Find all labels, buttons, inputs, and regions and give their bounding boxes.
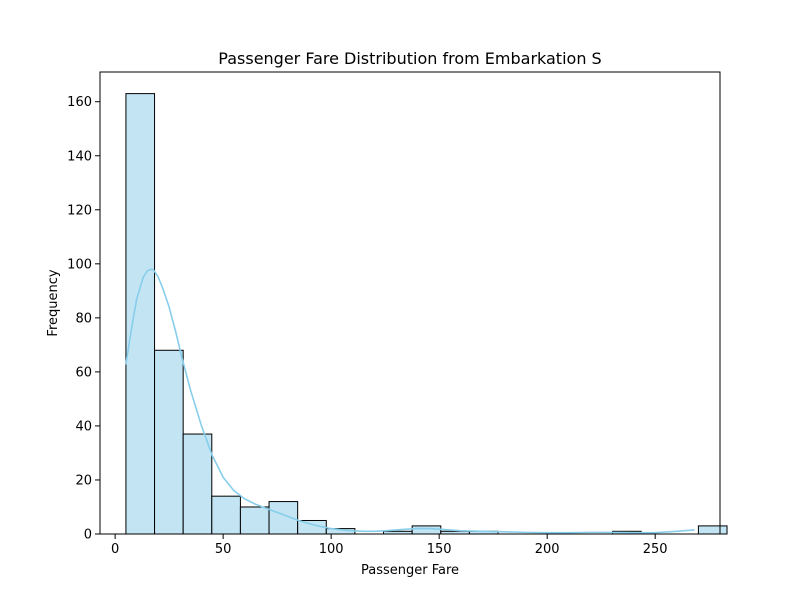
histogram-bar [411,525,442,535]
histogram-bar [239,506,270,535]
y-tick-label: 80 [75,311,92,326]
y-axis-label: Frequency [46,269,61,336]
plot-area: 0 50 100 150 200 250 0 20 40 60 80 100 120 140 160 [67,71,728,557]
y-tick-label: 140 [67,149,92,164]
x-tick-label: 50 [215,542,232,557]
x-tick-label: 150 [427,542,452,557]
x-tick-label: 0 [111,542,119,557]
y-tick-label: 120 [67,203,92,218]
chart-title: Passenger Fare Distribution from Embarka… [218,49,601,68]
y-tick-label: 40 [75,419,92,434]
y-tick-label: 160 [67,95,92,110]
y-tick-label: 20 [75,473,92,488]
histogram-bar [211,495,241,535]
histogram-bar [697,525,728,535]
plot-frame [99,71,721,535]
x-tick-label: 200 [535,542,560,557]
y-tick-label: 0 [84,528,92,543]
x-tick-label: 100 [319,542,344,557]
y-tick-label: 60 [75,365,92,380]
x-tick-label: 250 [643,542,668,557]
histogram-bar [182,433,213,535]
kde-curve [125,268,695,534]
histogram-bar [154,349,184,535]
x-axis-label: Passenger Fare [361,563,459,578]
histogram-bar [125,93,156,535]
y-tick-label: 100 [67,257,92,272]
